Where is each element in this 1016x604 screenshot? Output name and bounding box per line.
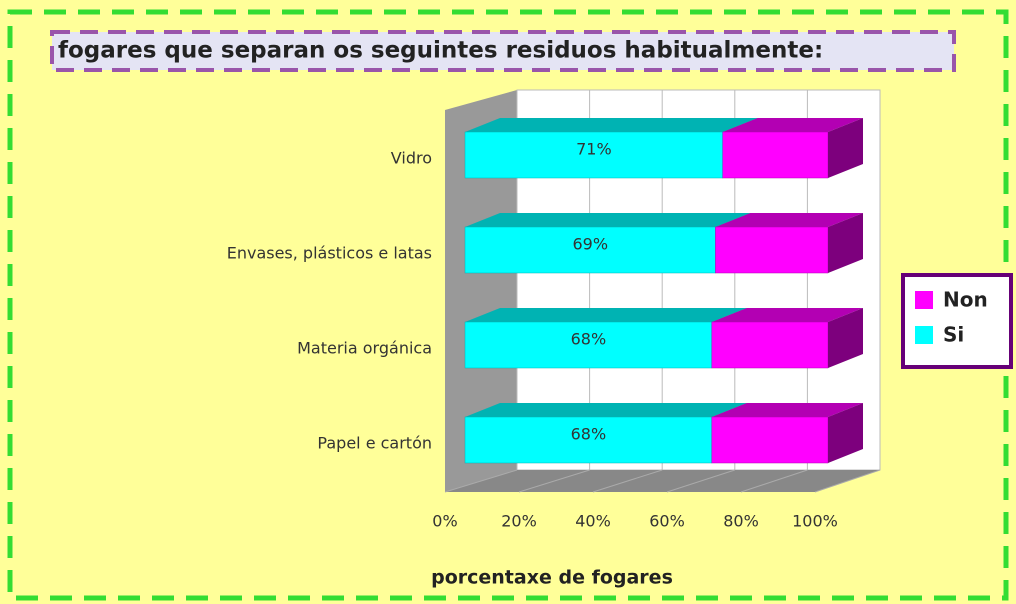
side-wall [445, 90, 517, 492]
x-tick-label: 20% [501, 512, 537, 531]
floor-grid-line [444, 469, 518, 493]
value-label: 68% [571, 330, 607, 349]
floor-grid-line [740, 469, 808, 493]
bar-side [828, 213, 863, 273]
legend-swatch [915, 291, 933, 309]
bar-top [722, 118, 863, 132]
floor-grid-line [666, 469, 735, 493]
bar-side [828, 308, 863, 368]
value-label: 71% [576, 140, 612, 159]
bar-top [465, 308, 747, 322]
bar-top [465, 213, 751, 227]
y-tick-label: Materia orgánica [297, 339, 432, 358]
x-tick-label: 0% [432, 512, 457, 531]
floor-grid-line [518, 469, 590, 493]
bar-top [711, 403, 863, 417]
bar-top [465, 403, 747, 417]
y-tick-label: Papel e cartón [317, 434, 432, 453]
x-tick-label: 60% [649, 512, 685, 531]
floor-grid-line [592, 469, 663, 493]
bar-side [828, 118, 863, 178]
bar-top [711, 308, 863, 322]
bar-top [465, 118, 758, 132]
x-tick-label: 80% [723, 512, 759, 531]
floor-grid-line [814, 469, 881, 493]
chart-title: fogares que separan os seguintes residuo… [58, 38, 823, 64]
value-label: 68% [571, 425, 607, 444]
legend-label: Non [943, 288, 988, 312]
bar [722, 131, 829, 179]
y-tick-label: Vidro [391, 149, 432, 168]
y-tick-label: Envases, plásticos e latas [227, 244, 432, 263]
bar [464, 416, 713, 464]
title-box [50, 30, 956, 72]
bar [711, 416, 829, 464]
x-tick-label: 40% [575, 512, 611, 531]
bar [464, 226, 716, 274]
frame [7, 9, 1009, 601]
bar [464, 131, 723, 179]
bar [711, 321, 829, 369]
legend [901, 273, 1013, 369]
bar [464, 321, 713, 369]
x-tick-label: 100% [792, 512, 838, 531]
value-label: 69% [572, 235, 608, 254]
x-axis-label: porcentaxe de fogares [431, 567, 673, 589]
bar-side [828, 403, 863, 463]
legend-label: Si [943, 323, 964, 347]
floor [445, 470, 880, 492]
bar-top [715, 213, 863, 227]
bar [715, 226, 829, 274]
legend-swatch [915, 326, 933, 344]
